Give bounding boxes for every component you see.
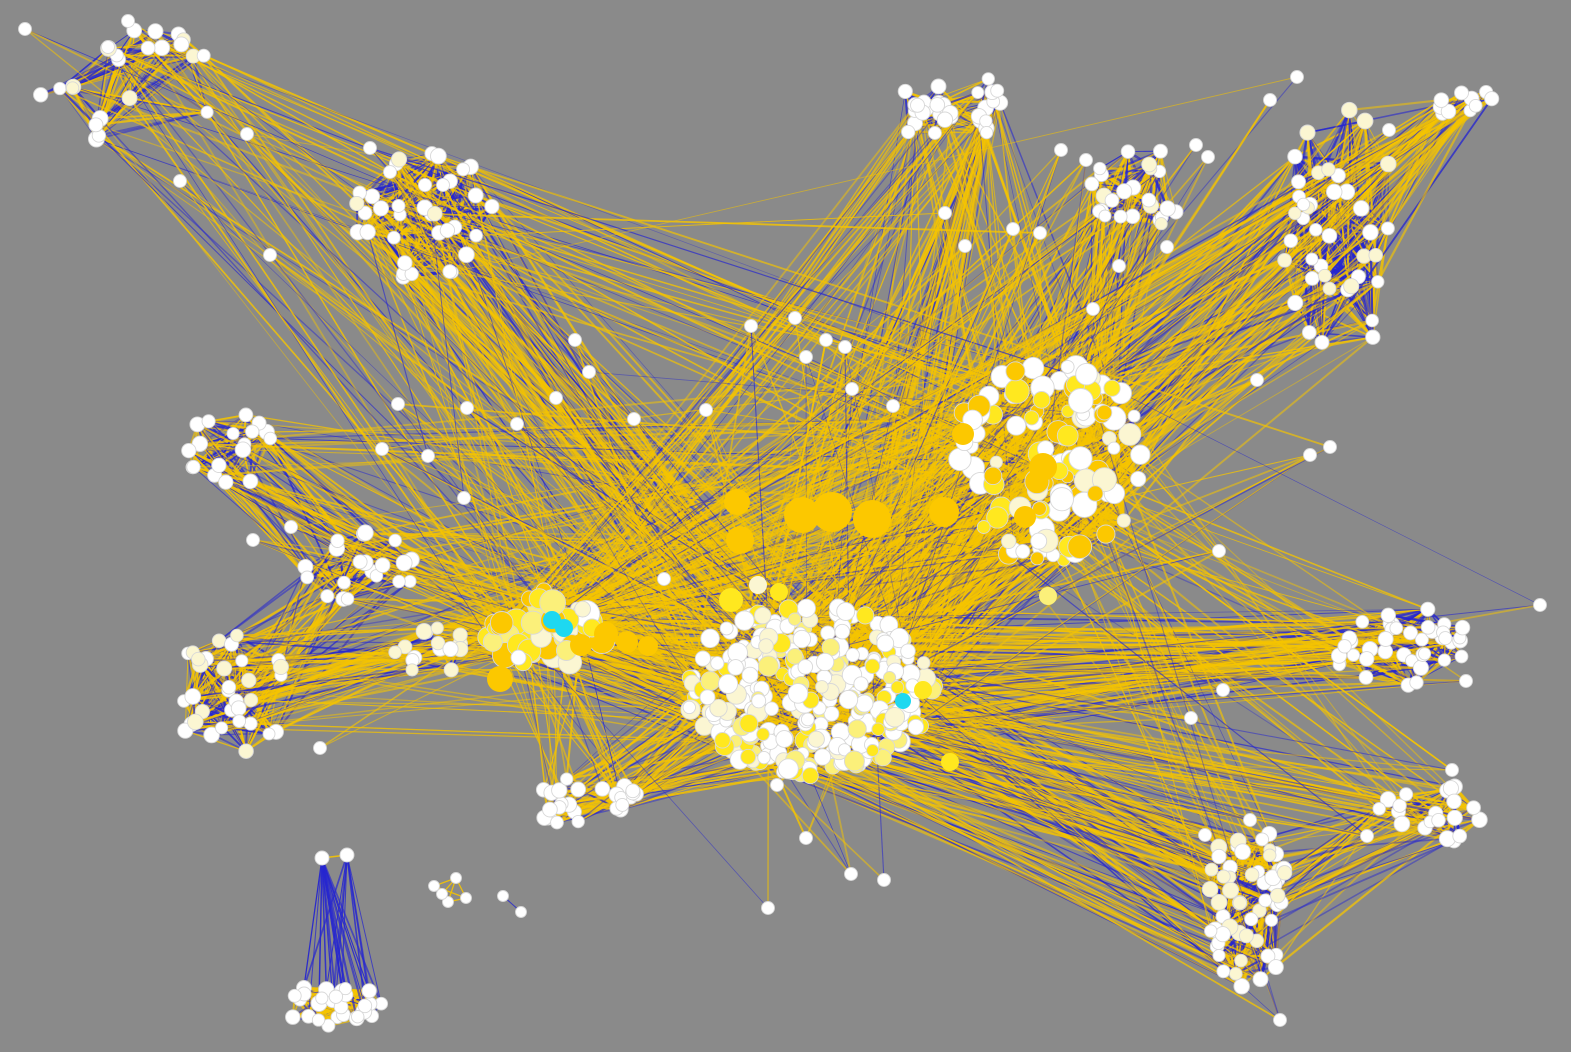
graph-edge: [59, 87, 97, 126]
graph-edge: [72, 47, 110, 88]
graph-edge: [95, 111, 208, 126]
graph-edge: [1111, 199, 1162, 218]
graph-edge: [72, 87, 208, 113]
graph-edge: [211, 733, 270, 736]
graph-edge: [116, 54, 208, 113]
graph-edge: [1294, 120, 1366, 158]
graph-edge: [1159, 151, 1169, 209]
graph-edge: [95, 55, 194, 126]
graph-edge: [192, 430, 253, 468]
graph-edge: [199, 664, 247, 752]
graph-edge: [1321, 281, 1379, 343]
graph-edge: [59, 87, 101, 120]
graph-edge: [95, 30, 135, 126]
